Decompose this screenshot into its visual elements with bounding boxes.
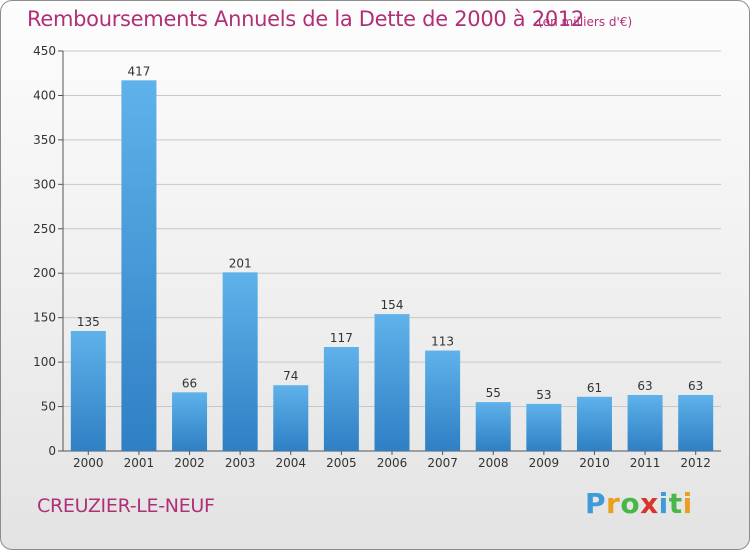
y-tick-label: 350 <box>33 133 56 147</box>
logo-letter: i <box>682 487 693 520</box>
chart-title: Remboursements Annuels de la Dette de 20… <box>27 7 584 31</box>
logo-letter: x <box>640 487 659 520</box>
logo-letter: r <box>606 487 621 520</box>
y-tick-label: 300 <box>33 177 56 191</box>
x-tick-label-2006: 2006 <box>377 456 408 470</box>
bars <box>70 80 714 451</box>
x-tick-label-2012: 2012 <box>680 456 711 470</box>
place-name: CREUZIER-LE-NEUF <box>37 495 215 517</box>
bar-2012 <box>678 395 714 451</box>
data-label-2006: 154 <box>381 298 404 312</box>
data-label-2008: 55 <box>486 386 501 400</box>
bar-2000 <box>70 331 106 451</box>
logo-letter: i <box>658 487 669 520</box>
data-label-2005: 117 <box>330 331 353 345</box>
y-tick-label: 150 <box>33 311 56 325</box>
x-tick-label-2007: 2007 <box>427 456 458 470</box>
data-label-2001: 417 <box>127 64 150 78</box>
bar-2009 <box>526 403 562 451</box>
bar-2001 <box>121 80 157 451</box>
data-label-2010: 61 <box>587 381 602 395</box>
bar-2007 <box>425 350 461 451</box>
bar-2011 <box>627 395 663 451</box>
bar-2008 <box>475 402 511 451</box>
bar-2005 <box>323 347 359 451</box>
data-label-2003: 201 <box>229 256 252 270</box>
proxiti-logo: Proxiti <box>585 487 693 520</box>
data-labels: 135 417 66 201 74 117 154 113 55 53 61 63 63 <box>77 64 703 402</box>
chart-subtitle: (en milliers d'€) <box>538 15 633 29</box>
x-tick-label-2003: 2003 <box>225 456 256 470</box>
bar-2003 <box>222 272 258 451</box>
x-tick-label-2010: 2010 <box>579 456 610 470</box>
data-label-2002: 66 <box>182 376 197 390</box>
data-label-2011: 63 <box>637 379 652 393</box>
x-tick-label-2005: 2005 <box>326 456 357 470</box>
data-label-2000: 135 <box>77 315 100 329</box>
data-label-2009: 53 <box>536 388 551 402</box>
x-tick-label-2002: 2002 <box>174 456 205 470</box>
y-tick-label: 400 <box>33 88 56 102</box>
bar-2002 <box>172 392 208 451</box>
x-tick-label-2009: 2009 <box>529 456 560 470</box>
y-tick-label: 250 <box>33 222 56 236</box>
y-tick-label: 450 <box>33 44 56 58</box>
logo-letter: t <box>668 487 683 520</box>
y-tick-label: 50 <box>41 400 56 414</box>
x-tick-label-2004: 2004 <box>275 456 306 470</box>
bar-2006 <box>374 314 410 451</box>
logo-letter: P <box>585 487 607 520</box>
y-tick-label: 0 <box>48 444 56 458</box>
data-label-2007: 113 <box>431 335 454 349</box>
y-tick-label: 100 <box>33 355 56 369</box>
x-tick-label-2008: 2008 <box>478 456 509 470</box>
x-tick-label-2000: 2000 <box>73 456 104 470</box>
data-label-2012: 63 <box>688 379 703 393</box>
x-tick-label-2001: 2001 <box>124 456 155 470</box>
bar-2004 <box>273 385 309 451</box>
logo-letter: o <box>620 487 641 520</box>
y-tick-label: 200 <box>33 266 56 280</box>
x-tick-label-2011: 2011 <box>630 456 661 470</box>
bar-2010 <box>576 396 612 451</box>
data-label-2004: 74 <box>283 369 298 383</box>
